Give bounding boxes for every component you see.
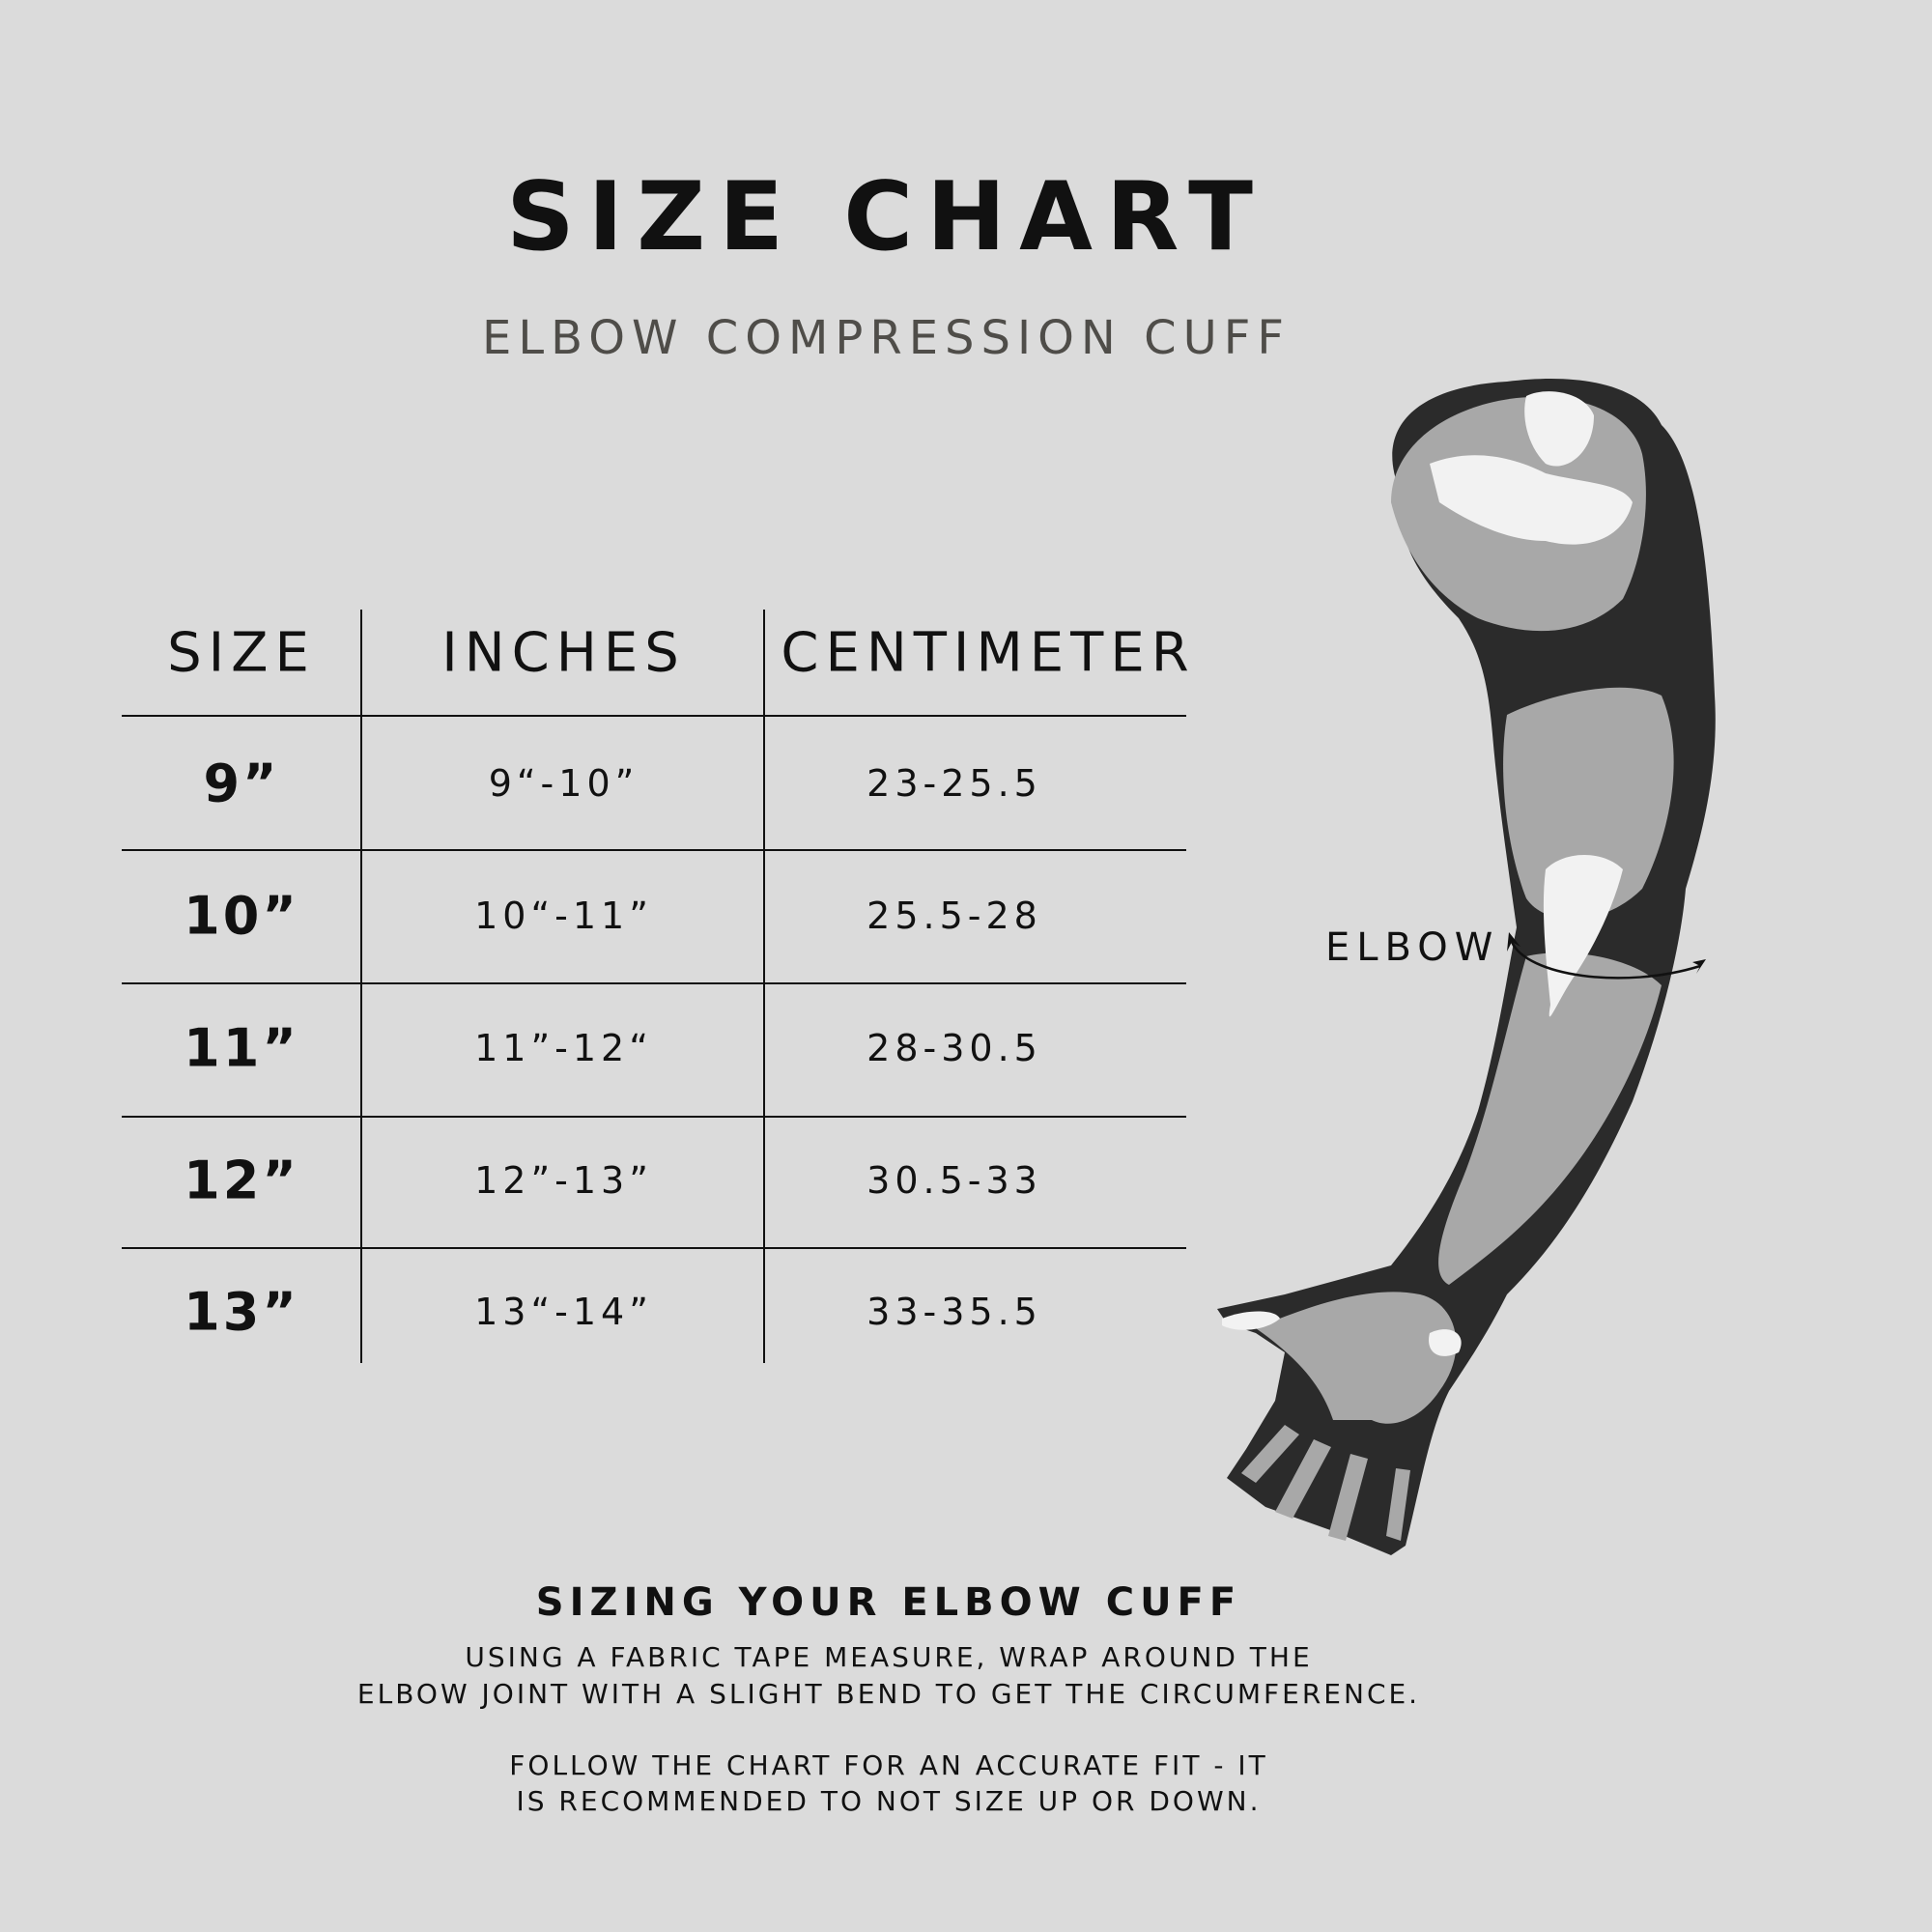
bicep-shading: [1503, 687, 1674, 920]
inches-cell: 9“-10”: [488, 762, 639, 805]
finger: [1241, 1425, 1299, 1483]
column-divider: [360, 610, 362, 1363]
page-title: SIZE CHART: [506, 162, 1266, 272]
cm-cell: 33-35.5: [867, 1291, 1042, 1333]
row-divider: [122, 849, 1186, 851]
instructions-line: USING A FABRIC TAPE MEASURE, WRAP AROUND…: [465, 1641, 1313, 1673]
row-divider: [122, 715, 1186, 717]
arm-silhouette: [1217, 379, 1716, 1555]
page-subtitle: ELBOW COMPRESSION CUFF: [482, 311, 1291, 365]
size-cell: 13”: [184, 1281, 299, 1343]
size-cell: 9”: [203, 753, 280, 814]
arrow-head-icon: [1507, 932, 1520, 952]
row-divider: [122, 982, 1186, 984]
cm-cell: 28-30.5: [867, 1027, 1042, 1069]
highlight: [1430, 455, 1633, 545]
cm-cell: 23-25.5: [867, 762, 1042, 805]
measure-arc: [1510, 941, 1701, 980]
inches-cell: 13“-14”: [474, 1291, 653, 1333]
cm-cell: 25.5-28: [867, 895, 1042, 937]
header-size: SIZE: [167, 621, 316, 685]
row-divider: [122, 1116, 1186, 1118]
header-centimeter: CENTIMETER: [781, 621, 1196, 685]
instructions-line: ELBOW JOINT WITH A SLIGHT BEND TO GET TH…: [356, 1678, 1421, 1710]
arrow-head-icon: [1692, 959, 1706, 974]
finger: [1275, 1439, 1331, 1519]
highlight: [1222, 1311, 1280, 1330]
size-cell: 12”: [184, 1150, 299, 1211]
highlight: [1429, 1329, 1462, 1356]
highlight: [1543, 855, 1623, 1017]
inches-cell: 12”-13”: [474, 1159, 653, 1202]
finger: [1386, 1468, 1410, 1541]
inches-cell: 10“-11”: [474, 895, 653, 937]
instructions-heading: SIZING YOUR ELBOW CUFF: [535, 1580, 1242, 1625]
finger: [1328, 1454, 1368, 1541]
inches-cell: 11”-12“: [474, 1027, 653, 1069]
instructions-line: FOLLOW THE CHART FOR AN ACCURATE FIT - I…: [509, 1749, 1268, 1781]
size-cell: 11”: [184, 1017, 299, 1079]
size-cell: 10”: [184, 885, 299, 947]
header-inches: INCHES: [441, 621, 686, 685]
highlight: [1524, 391, 1594, 467]
elbow-label: ELBOW: [1325, 925, 1500, 970]
hand-shading: [1256, 1292, 1457, 1424]
column-divider: [763, 610, 765, 1363]
row-divider: [122, 1247, 1186, 1249]
forearm-shading: [1438, 952, 1662, 1285]
cm-cell: 30.5-33: [867, 1159, 1042, 1202]
instructions-line: IS RECOMMENDED TO NOT SIZE UP OR DOWN.: [516, 1785, 1262, 1817]
